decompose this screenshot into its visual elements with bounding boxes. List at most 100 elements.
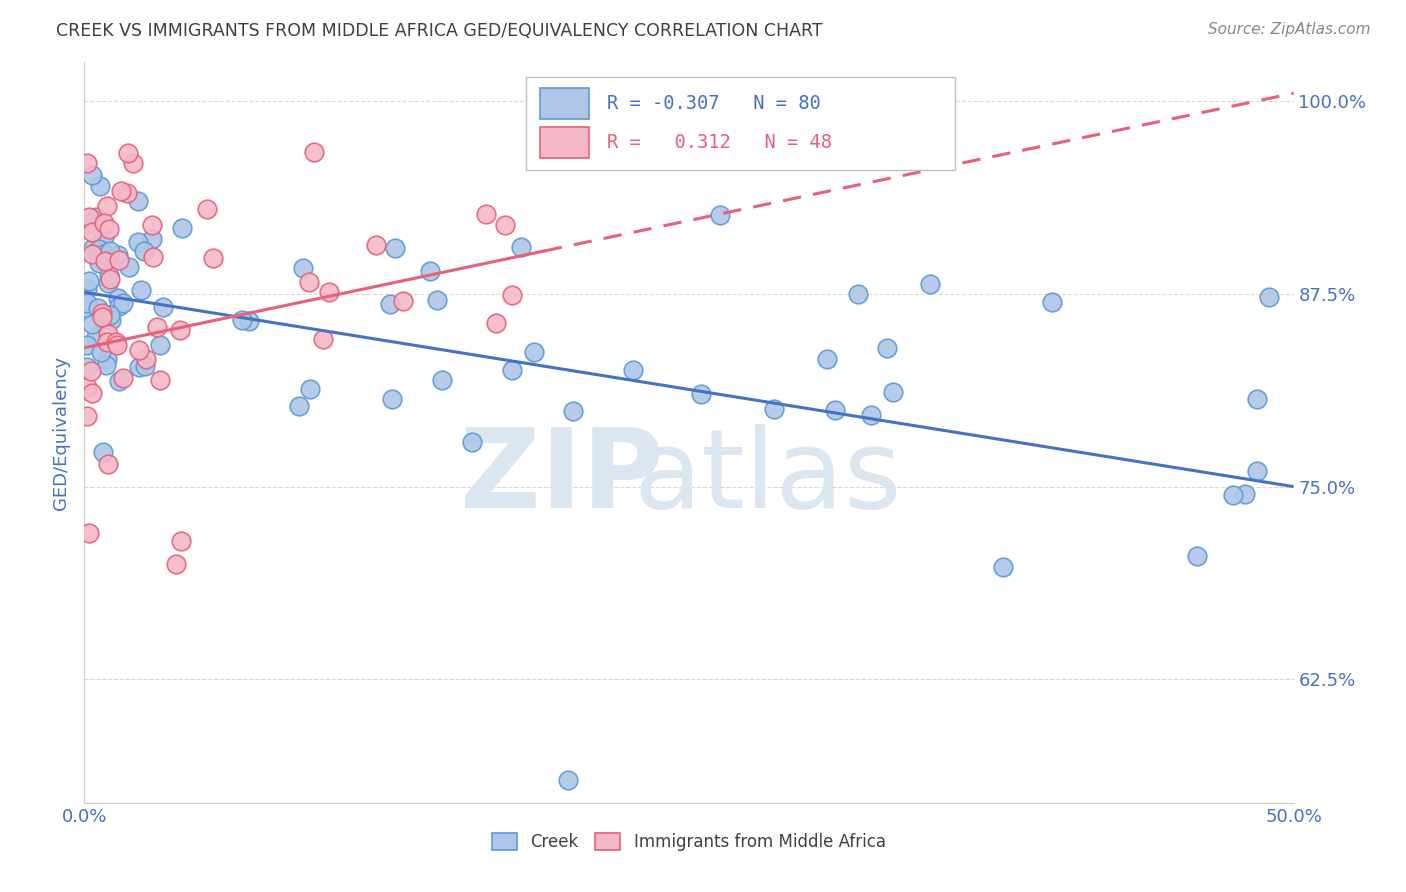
Point: [846, 286, 869, 301]
Point: [98, 221, 121, 235]
Point: [77, 301, 100, 315]
Point: [129, 283, 152, 297]
Text: Source: ZipAtlas.com: Source: ZipAtlas.com: [1208, 22, 1371, 37]
Point: [145, 320, 167, 334]
Point: [128, 343, 150, 358]
Point: [876, 341, 898, 355]
Point: [89, 242, 111, 256]
Point: [80, 225, 103, 239]
Point: [690, 387, 713, 401]
Point: [882, 385, 904, 400]
Point: [134, 244, 156, 258]
Point: [76, 338, 98, 352]
Point: [107, 299, 129, 313]
Point: [107, 374, 129, 388]
Text: CREEK VS IMMIGRANTS FROM MIDDLE AFRICA GED/EQUIVALENCY CORRELATION CHART: CREEK VS IMMIGRANTS FROM MIDDLE AFRICA G…: [56, 22, 823, 40]
Point: [118, 260, 141, 274]
Point: [170, 533, 193, 548]
Point: [381, 392, 404, 407]
Point: [621, 363, 644, 377]
Point: [97, 457, 120, 471]
Point: [76, 217, 98, 231]
Point: [76, 380, 98, 394]
Point: [91, 306, 114, 320]
Point: [475, 207, 498, 221]
Point: [91, 310, 114, 325]
Point: [98, 244, 121, 258]
Point: [824, 403, 846, 417]
Point: [76, 155, 98, 169]
Point: [77, 210, 100, 224]
Point: [100, 313, 122, 327]
Text: ZIP: ZIP: [460, 424, 664, 531]
Point: [561, 403, 583, 417]
Point: [111, 371, 134, 385]
Point: [142, 250, 165, 264]
Point: [97, 326, 120, 341]
Text: R =   0.312   N = 48: R = 0.312 N = 48: [607, 133, 832, 152]
Point: [76, 296, 98, 310]
Point: [859, 408, 882, 422]
Point: [107, 248, 129, 262]
Legend: Creek, Immigrants from Middle Africa: Creek, Immigrants from Middle Africa: [485, 826, 893, 857]
Point: [523, 344, 546, 359]
Point: [299, 382, 322, 396]
Bar: [540, 88, 589, 120]
Point: [76, 359, 98, 374]
Bar: [540, 127, 589, 158]
Point: [135, 351, 157, 366]
Point: [82, 241, 104, 255]
Point: [86, 210, 108, 224]
Point: [141, 219, 163, 233]
Point: [122, 155, 145, 169]
Point: [312, 332, 335, 346]
Point: [98, 271, 121, 285]
Point: [366, 237, 388, 252]
Point: [292, 261, 315, 276]
Point: [426, 293, 449, 307]
Point: [918, 277, 941, 291]
Point: [107, 291, 129, 305]
Point: [82, 246, 104, 260]
Point: [288, 399, 311, 413]
Point: [392, 293, 415, 308]
Point: [87, 301, 110, 315]
Point: [172, 221, 194, 235]
Point: [96, 352, 118, 367]
Point: [94, 358, 117, 372]
Point: [76, 409, 98, 423]
Point: [485, 317, 508, 331]
Point: [87, 256, 110, 270]
Point: [1222, 488, 1244, 502]
Point: [96, 199, 118, 213]
Point: [501, 287, 523, 301]
Point: [98, 308, 121, 322]
Point: [111, 295, 134, 310]
Point: [557, 772, 579, 787]
Point: [96, 335, 118, 350]
Point: [90, 345, 112, 359]
Point: [108, 252, 131, 267]
Point: [97, 276, 120, 290]
Point: [117, 145, 139, 160]
Point: [94, 254, 117, 268]
Point: [1040, 294, 1063, 309]
Point: [90, 310, 112, 325]
Point: [815, 352, 838, 367]
Point: [1246, 464, 1268, 478]
Point: [1234, 487, 1257, 501]
Point: [93, 229, 115, 244]
Point: [318, 285, 340, 299]
Point: [115, 186, 138, 200]
Point: [1258, 290, 1281, 304]
Point: [1185, 549, 1208, 563]
Point: [110, 184, 132, 198]
Point: [152, 300, 174, 314]
Point: [86, 330, 108, 344]
Point: [134, 359, 156, 373]
Point: [82, 168, 104, 182]
Point: [127, 194, 149, 209]
Point: [76, 282, 98, 296]
Point: [993, 559, 1015, 574]
Point: [93, 247, 115, 261]
